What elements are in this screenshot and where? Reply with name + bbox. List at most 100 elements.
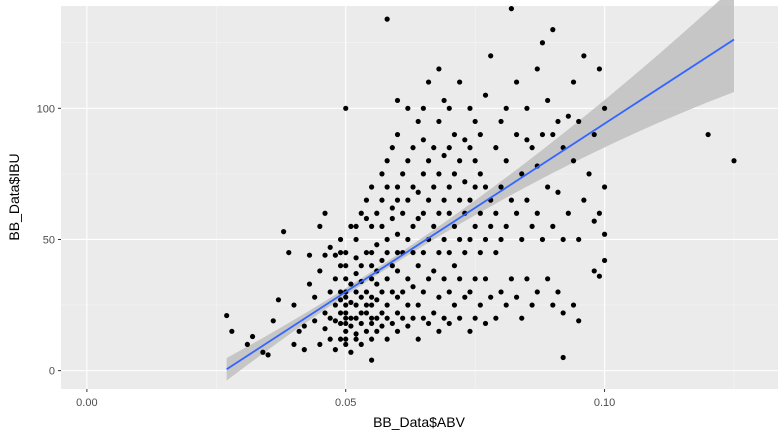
data-point	[457, 79, 463, 85]
data-point	[420, 315, 426, 321]
data-point	[601, 105, 608, 111]
data-point	[431, 145, 437, 151]
data-point	[529, 223, 535, 229]
data-point	[358, 320, 364, 327]
data-point	[379, 310, 385, 316]
data-point	[410, 145, 416, 151]
data-point	[384, 16, 390, 22]
confidence-band	[226, 0, 734, 381]
data-point	[405, 236, 411, 243]
data-point	[545, 276, 551, 282]
data-point	[441, 97, 447, 104]
data-point	[415, 215, 421, 222]
data-point	[265, 352, 271, 358]
data-point	[524, 276, 530, 282]
data-point	[477, 210, 483, 216]
data-point	[467, 197, 473, 203]
data-point	[498, 289, 504, 295]
data-point	[498, 236, 504, 243]
data-point	[384, 302, 390, 308]
data-point	[394, 197, 401, 203]
data-point	[384, 184, 390, 190]
data-point	[337, 289, 344, 295]
data-point	[591, 131, 597, 138]
data-point	[570, 79, 577, 85]
data-point	[384, 158, 390, 164]
data-point	[343, 263, 349, 269]
data-point	[369, 302, 375, 308]
data-point	[410, 223, 416, 229]
data-point	[400, 171, 406, 177]
data-point	[229, 328, 235, 334]
data-point	[379, 197, 385, 203]
data-point	[457, 197, 463, 203]
data-point	[420, 210, 426, 216]
data-point	[467, 105, 473, 111]
data-point	[451, 171, 458, 177]
data-point	[462, 137, 468, 143]
data-point	[244, 341, 250, 348]
data-point	[348, 323, 354, 329]
data-point	[348, 315, 354, 321]
data-point	[353, 270, 359, 277]
data-point	[482, 276, 489, 282]
data-point	[488, 294, 494, 300]
data-point	[306, 281, 313, 287]
data-point	[550, 223, 556, 229]
data-point	[369, 357, 375, 363]
data-point	[565, 210, 571, 216]
x-tick-label: 0.10	[594, 397, 615, 409]
data-point	[348, 223, 354, 229]
data-point	[400, 315, 406, 321]
data-point	[394, 328, 401, 334]
data-point	[508, 6, 514, 12]
data-point	[529, 302, 535, 308]
data-point	[337, 236, 344, 243]
data-point	[374, 297, 380, 303]
data-point	[410, 284, 416, 290]
data-point	[363, 302, 370, 308]
y-tick-label: 0	[49, 366, 55, 378]
data-point	[425, 320, 432, 327]
data-point	[301, 347, 307, 353]
data-point	[363, 215, 370, 222]
data-point	[291, 341, 297, 348]
data-point	[327, 289, 333, 295]
data-point	[348, 349, 354, 355]
data-point	[343, 294, 349, 300]
data-point	[524, 105, 530, 111]
data-point	[369, 276, 375, 282]
data-point	[312, 318, 318, 324]
data-point	[369, 294, 375, 300]
data-point	[384, 315, 390, 321]
data-point	[596, 66, 602, 72]
data-point	[524, 197, 530, 203]
data-point	[731, 158, 737, 164]
data-point	[436, 249, 442, 256]
data-point	[389, 205, 395, 211]
data-point	[343, 249, 349, 256]
data-point	[384, 276, 390, 282]
data-point	[405, 158, 411, 164]
data-point	[410, 315, 416, 321]
data-point	[436, 171, 442, 177]
data-points	[224, 6, 737, 363]
data-point	[441, 197, 447, 203]
fit-line	[226, 38, 735, 371]
data-point	[555, 289, 561, 295]
data-point	[477, 131, 483, 138]
data-point	[374, 328, 380, 334]
data-point	[301, 323, 307, 329]
data-point	[400, 210, 406, 216]
data-point	[539, 131, 546, 138]
data-point	[498, 184, 504, 190]
data-point	[358, 294, 364, 300]
data-point	[343, 320, 349, 327]
data-point	[374, 242, 380, 248]
data-point	[369, 184, 375, 190]
data-point	[451, 263, 458, 269]
data-point	[332, 276, 338, 282]
y-tick-label: 100	[37, 103, 55, 115]
data-point	[379, 223, 385, 229]
data-point	[576, 236, 582, 243]
